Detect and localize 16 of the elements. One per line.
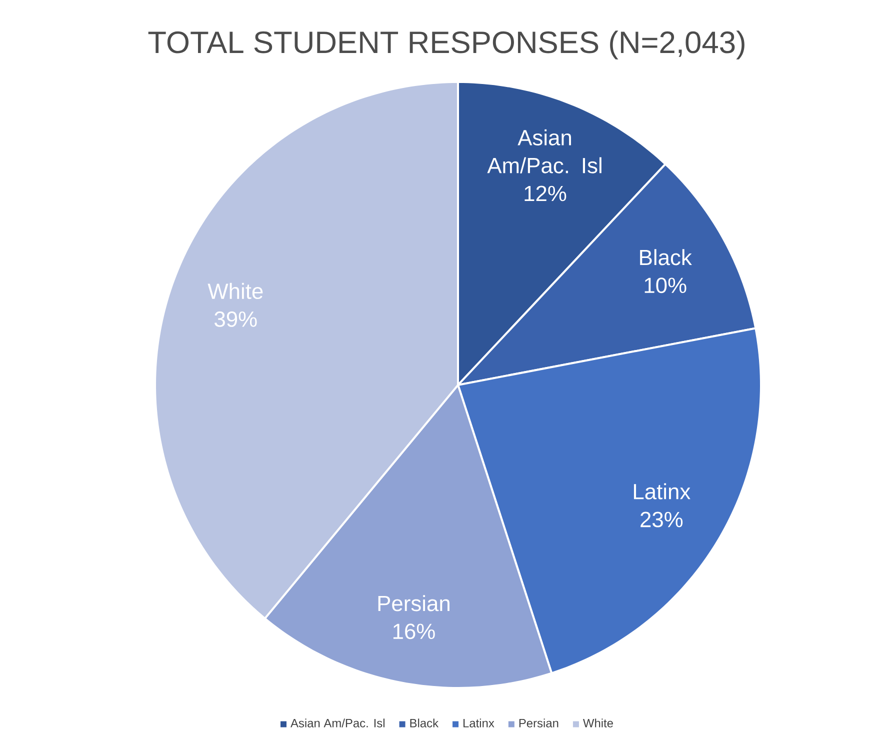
legend-label: Black [410, 718, 439, 728]
legend-label: White [583, 718, 613, 728]
slice-label: Black [640, 249, 692, 266]
slice-label: Latinx [634, 483, 690, 500]
data-label: 10% [644, 278, 686, 294]
slice-label: Persian [378, 595, 450, 612]
slice-label: White [208, 282, 263, 300]
data-label: 23% [640, 512, 683, 528]
data-label: 16% [393, 624, 435, 640]
data-label: 39% [214, 311, 257, 327]
data-label: 12% [524, 186, 566, 202]
legend-label: Latinx [464, 718, 494, 728]
slice-label: Asian Am/Pac. Isl [487, 129, 602, 174]
legend-label: Asian Am/Pac. Isl [290, 718, 384, 728]
chart-title: TOTAL STUDENT RESPONSES (N=2,043) [148, 30, 744, 60]
legend-label: Persian [519, 718, 558, 728]
